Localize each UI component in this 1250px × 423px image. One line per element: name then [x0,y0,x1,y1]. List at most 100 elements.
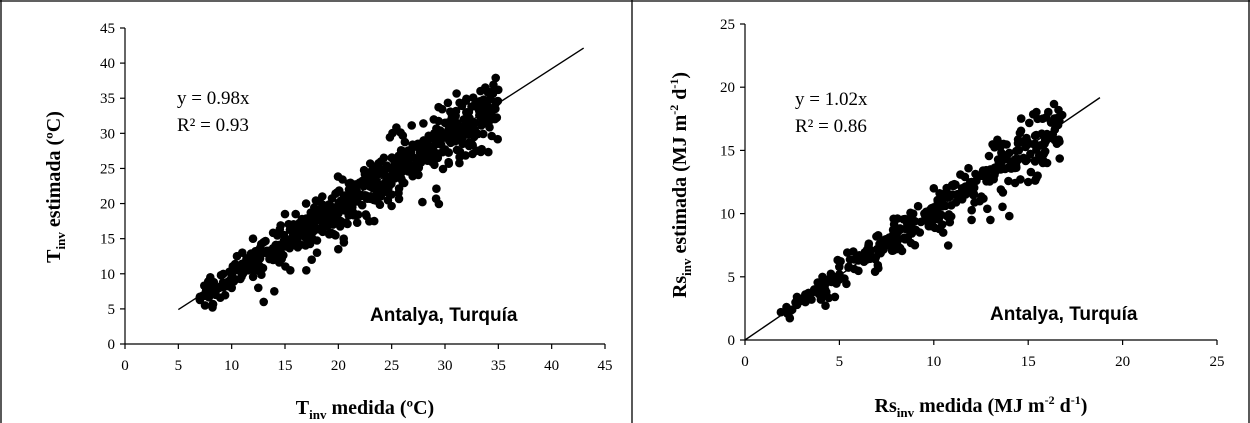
right-data-point [905,225,914,234]
left-data-point [238,269,248,279]
left-data-point [468,93,478,102]
right-data-point [985,177,994,186]
left-data-point [390,174,400,183]
right-ticks: 0 5 10 15 20 25 0 5 10 15 20 25 [720,17,1225,370]
right-data-point [956,170,965,179]
right-data-point [1040,147,1050,156]
left-data-point [294,222,304,231]
right-data-point [879,245,888,254]
left-data-point [404,167,413,176]
left-y-tick-label: 40 [100,56,115,72]
left-data-point [223,281,232,291]
left-data-point [333,172,343,181]
left-data-point [440,145,450,154]
left-data-point [387,201,396,211]
left-data-point [376,192,386,201]
right-site-label: Antalya, Turquía [990,304,1138,325]
right-data-point [929,184,939,193]
left-x-tick-label: 35 [491,358,506,374]
chart-right: 0 5 10 15 20 25 0 5 10 15 20 25 y = 1.02x R² = 0.86… [667,17,1225,420]
left-data-point [413,139,423,149]
left-data-point [270,287,279,296]
right-data-point [1005,211,1014,221]
right-data-point [1028,110,1038,119]
right-data-point [903,232,913,242]
left-data-point [307,255,317,264]
left-equation: y = 0.98x [177,88,250,109]
left-fit-line [177,47,585,311]
left-data-point [280,209,290,219]
left-data-point [467,139,476,148]
right-data-point [1030,176,1040,185]
left-data-point [444,159,454,168]
right-data-point [1054,105,1063,115]
left-y-tick-label: 20 [100,197,115,213]
left-data-point [438,164,448,174]
right-data-point [1055,154,1064,163]
right-data-point [1025,118,1034,128]
left-data-point [248,272,258,282]
left-data-point [374,184,384,194]
right-data-point [986,215,995,225]
left-x-tick-label: 30 [438,358,453,374]
left-data-point [392,123,401,132]
right-x-title: Rsinv medida (MJ m-2 d-1) [875,393,1088,420]
right-data-point [824,293,834,303]
left-data-point [399,157,409,167]
left-data-point [255,247,265,256]
left-x-title: Tinv medida (ºC) [296,397,434,422]
left-data-point [276,221,286,230]
left-x-tick-label: 45 [598,358,613,374]
left-data-point [398,131,408,140]
left-data-point [493,134,503,144]
right-data-point [843,248,852,257]
right-data-point [835,262,844,272]
right-data-point [893,214,902,223]
right-data-point [1011,159,1021,168]
left-y-tick-label: 25 [100,161,115,177]
left-x-tick-label: 20 [331,358,346,374]
right-x-tick-label: 0 [741,354,749,370]
left-data-point [418,197,427,207]
left-x-tick-label: 0 [121,358,129,374]
right-data-point [943,241,953,250]
right-data-point [1013,135,1023,144]
right-data-point [1010,178,1020,188]
left-data-point [446,107,455,116]
right-data-point [870,254,880,264]
right-y-tick-label: 10 [720,207,735,223]
right-data-point [887,246,897,255]
left-y-tick-label: 15 [100,232,115,248]
right-y-tick-label: 20 [720,80,735,96]
left-data-point [478,116,488,126]
left-data-point [209,277,219,287]
right-data-point [905,216,914,225]
left-data-point [351,180,360,189]
left-data-point [476,147,486,157]
left-data-point [248,234,258,243]
right-data-point [998,202,1007,212]
right-data-point [1049,99,1059,109]
right-data-point [967,215,976,225]
left-y-tick-label: 0 [108,337,116,353]
right-data-point [821,301,830,311]
left-data-point [344,206,353,216]
right-data-point [1022,133,1031,143]
left-data-point [443,118,453,127]
right-data-point [984,151,994,161]
left-data-point [427,157,437,167]
left-r2: R² = 0.93 [177,115,249,136]
right-data-point [947,201,956,210]
right-data-point [1041,113,1051,122]
left-data-point [455,152,464,162]
left-data-point [468,149,477,159]
right-y-tick-label: 15 [720,143,735,159]
right-data-point [924,219,933,228]
left-x-tick-label: 25 [384,358,399,374]
left-data-point [414,170,423,180]
right-data-point [1026,149,1035,159]
left-data-point [301,199,311,208]
left-y-tick-label: 35 [100,91,115,107]
right-data-point [1050,135,1060,145]
left-data-point [431,194,441,203]
